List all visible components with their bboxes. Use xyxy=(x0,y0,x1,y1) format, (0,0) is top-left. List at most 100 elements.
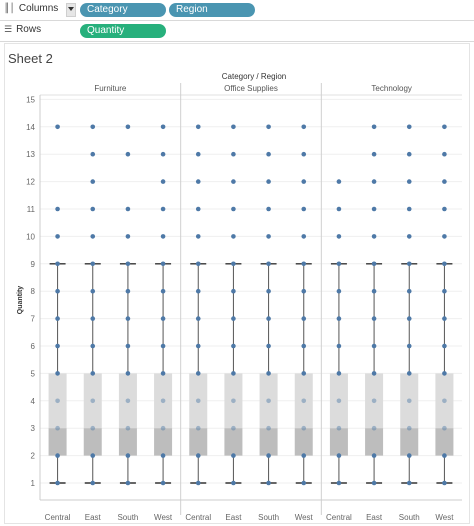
data-point[interactable] xyxy=(90,151,96,157)
data-point[interactable] xyxy=(442,234,447,239)
data-point[interactable] xyxy=(301,398,307,404)
data-point[interactable] xyxy=(266,261,271,267)
data-point[interactable] xyxy=(266,124,271,130)
data-point[interactable] xyxy=(301,371,307,376)
data-point[interactable] xyxy=(160,371,166,376)
data-point[interactable] xyxy=(406,151,412,157)
data-point[interactable] xyxy=(231,480,236,486)
data-point[interactable] xyxy=(442,343,447,349)
data-point[interactable] xyxy=(266,453,271,458)
columns-dropdown-button[interactable] xyxy=(66,3,76,17)
data-point[interactable] xyxy=(266,288,271,294)
data-point[interactable] xyxy=(442,371,447,376)
data-point[interactable] xyxy=(301,343,307,349)
data-point[interactable] xyxy=(90,288,96,294)
data-point[interactable] xyxy=(231,151,236,157)
columns-shelf[interactable]: ║│ Columns Category Region xyxy=(0,0,474,21)
data-point[interactable] xyxy=(231,425,236,431)
data-point[interactable] xyxy=(336,480,342,486)
data-point[interactable] xyxy=(371,453,377,458)
data-point[interactable] xyxy=(125,316,131,321)
data-point[interactable] xyxy=(90,425,96,431)
data-point[interactable] xyxy=(231,124,236,130)
data-point[interactable] xyxy=(266,179,271,184)
data-point[interactable] xyxy=(125,206,131,212)
data-point[interactable] xyxy=(90,398,96,404)
data-point[interactable] xyxy=(336,288,342,294)
data-point[interactable] xyxy=(336,316,342,321)
data-point[interactable] xyxy=(442,316,447,321)
data-point[interactable] xyxy=(371,261,377,267)
data-point[interactable] xyxy=(90,206,96,212)
data-point[interactable] xyxy=(55,371,60,376)
data-point[interactable] xyxy=(442,179,447,184)
data-point[interactable] xyxy=(406,261,412,267)
data-point[interactable] xyxy=(266,151,271,157)
data-point[interactable] xyxy=(336,261,342,267)
data-point[interactable] xyxy=(301,261,307,267)
data-point[interactable] xyxy=(160,425,166,431)
data-point[interactable] xyxy=(55,398,60,404)
data-point[interactable] xyxy=(90,261,96,267)
data-point[interactable] xyxy=(125,151,131,157)
data-point[interactable] xyxy=(195,371,201,376)
data-point[interactable] xyxy=(125,371,131,376)
data-point[interactable] xyxy=(266,316,271,321)
data-point[interactable] xyxy=(195,398,201,404)
data-point[interactable] xyxy=(90,179,96,184)
data-point[interactable] xyxy=(442,124,447,130)
data-point[interactable] xyxy=(371,124,377,130)
data-point[interactable] xyxy=(266,425,271,431)
data-point[interactable] xyxy=(55,316,60,321)
data-point[interactable] xyxy=(371,480,377,486)
data-point[interactable] xyxy=(371,398,377,404)
data-point[interactable] xyxy=(301,316,307,321)
data-point[interactable] xyxy=(231,179,236,184)
data-point[interactable] xyxy=(336,398,342,404)
data-point[interactable] xyxy=(55,288,60,294)
data-point[interactable] xyxy=(90,480,96,486)
data-point[interactable] xyxy=(195,234,201,239)
data-point[interactable] xyxy=(55,425,60,431)
data-point[interactable] xyxy=(195,124,201,130)
data-point[interactable] xyxy=(406,179,412,184)
data-point[interactable] xyxy=(195,453,201,458)
data-point[interactable] xyxy=(301,234,307,239)
data-point[interactable] xyxy=(195,316,201,321)
data-point[interactable] xyxy=(301,206,307,212)
data-point[interactable] xyxy=(336,343,342,349)
data-point[interactable] xyxy=(301,288,307,294)
data-point[interactable] xyxy=(266,343,271,349)
data-point[interactable] xyxy=(406,206,412,212)
category-pill[interactable]: Category xyxy=(80,3,166,17)
data-point[interactable] xyxy=(125,261,131,267)
data-point[interactable] xyxy=(55,453,60,458)
data-point[interactable] xyxy=(442,398,447,404)
data-point[interactable] xyxy=(301,124,307,130)
data-point[interactable] xyxy=(160,480,166,486)
data-point[interactable] xyxy=(231,234,236,239)
data-point[interactable] xyxy=(371,234,377,239)
data-point[interactable] xyxy=(231,206,236,212)
data-point[interactable] xyxy=(442,206,447,212)
data-point[interactable] xyxy=(406,398,412,404)
data-point[interactable] xyxy=(195,480,201,486)
data-point[interactable] xyxy=(125,234,131,239)
data-point[interactable] xyxy=(90,124,96,130)
data-point[interactable] xyxy=(125,453,131,458)
data-point[interactable] xyxy=(406,288,412,294)
data-point[interactable] xyxy=(160,453,166,458)
data-point[interactable] xyxy=(406,425,412,431)
data-point[interactable] xyxy=(231,288,236,294)
data-point[interactable] xyxy=(125,425,131,431)
data-point[interactable] xyxy=(301,480,307,486)
data-point[interactable] xyxy=(55,206,60,212)
data-point[interactable] xyxy=(160,261,166,267)
data-point[interactable] xyxy=(336,179,342,184)
data-point[interactable] xyxy=(336,453,342,458)
data-point[interactable] xyxy=(195,179,201,184)
data-point[interactable] xyxy=(195,425,201,431)
data-point[interactable] xyxy=(371,206,377,212)
data-point[interactable] xyxy=(90,316,96,321)
data-point[interactable] xyxy=(195,261,201,267)
